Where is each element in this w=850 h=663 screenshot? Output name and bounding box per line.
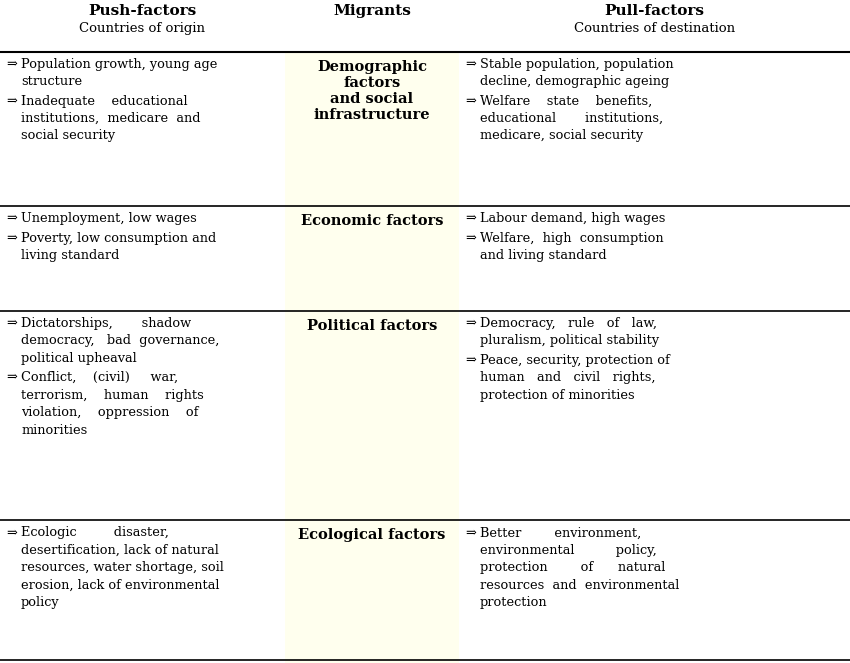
Bar xyxy=(285,660,459,663)
Text: Countries of destination: Countries of destination xyxy=(574,22,735,35)
Text: human   and   civil   rights,: human and civil rights, xyxy=(480,371,655,385)
Text: desertification, lack of natural: desertification, lack of natural xyxy=(21,544,218,557)
Text: ⇒: ⇒ xyxy=(6,371,17,385)
Text: Democracy,   rule   of   law,: Democracy, rule of law, xyxy=(480,317,657,330)
Text: protection of minorities: protection of minorities xyxy=(480,389,635,402)
Text: ⇒: ⇒ xyxy=(6,317,17,330)
Text: Poverty, low consumption and: Poverty, low consumption and xyxy=(21,231,216,245)
Text: Push-factors: Push-factors xyxy=(88,4,196,18)
Text: Conflict,    (civil)     war,: Conflict, (civil) war, xyxy=(21,371,178,385)
Text: ⇒: ⇒ xyxy=(465,58,476,71)
Text: ⇒: ⇒ xyxy=(6,231,17,245)
Text: ⇒: ⇒ xyxy=(6,58,17,71)
Text: political upheaval: political upheaval xyxy=(21,352,137,365)
Text: environmental          policy,: environmental policy, xyxy=(480,544,657,557)
Text: Better        environment,: Better environment, xyxy=(480,526,641,540)
Text: Pull-factors: Pull-factors xyxy=(604,4,705,18)
Text: erosion, lack of environmental: erosion, lack of environmental xyxy=(21,579,219,592)
Bar xyxy=(285,206,459,311)
Text: democracy,   bad  governance,: democracy, bad governance, xyxy=(21,334,219,347)
Bar xyxy=(285,311,459,520)
Text: ⇒: ⇒ xyxy=(6,95,17,107)
Text: Welfare    state    benefits,: Welfare state benefits, xyxy=(480,95,652,107)
Text: minorities: minorities xyxy=(21,424,88,436)
Text: Ecological factors: Ecological factors xyxy=(298,528,445,542)
Text: Economic factors: Economic factors xyxy=(301,214,443,228)
Text: ⇒: ⇒ xyxy=(6,526,17,540)
Text: ⇒: ⇒ xyxy=(465,212,476,225)
Text: ⇒: ⇒ xyxy=(6,212,17,225)
Text: Labour demand, high wages: Labour demand, high wages xyxy=(480,212,666,225)
Text: decline, demographic ageing: decline, demographic ageing xyxy=(480,75,669,88)
Text: and living standard: and living standard xyxy=(480,249,607,262)
Text: ⇒: ⇒ xyxy=(465,95,476,107)
Text: violation,    oppression    of: violation, oppression of xyxy=(21,406,198,419)
Text: Migrants: Migrants xyxy=(333,4,411,18)
Text: structure: structure xyxy=(21,75,82,88)
Text: medicare, social security: medicare, social security xyxy=(480,129,643,143)
Text: Welfare,  high  consumption: Welfare, high consumption xyxy=(480,231,664,245)
Text: resources  and  environmental: resources and environmental xyxy=(480,579,679,592)
Text: Inadequate    educational: Inadequate educational xyxy=(21,95,188,107)
Text: Unemployment, low wages: Unemployment, low wages xyxy=(21,212,196,225)
Text: ⇒: ⇒ xyxy=(465,317,476,330)
Text: terrorism,    human    rights: terrorism, human rights xyxy=(21,389,204,402)
Bar xyxy=(285,520,459,660)
Text: protection        of      natural: protection of natural xyxy=(480,562,666,574)
Text: social security: social security xyxy=(21,129,115,143)
Text: policy: policy xyxy=(21,596,60,609)
Text: ⇒: ⇒ xyxy=(465,231,476,245)
Text: Population growth, young age: Population growth, young age xyxy=(21,58,218,71)
Text: Dictatorships,       shadow: Dictatorships, shadow xyxy=(21,317,191,330)
Text: Political factors: Political factors xyxy=(307,319,437,333)
Text: Ecologic         disaster,: Ecologic disaster, xyxy=(21,526,169,540)
Text: ⇒: ⇒ xyxy=(465,354,476,367)
Text: resources, water shortage, soil: resources, water shortage, soil xyxy=(21,562,224,574)
Text: living standard: living standard xyxy=(21,249,119,262)
Text: protection: protection xyxy=(480,596,547,609)
Text: Stable population, population: Stable population, population xyxy=(480,58,673,71)
Text: ⇒: ⇒ xyxy=(465,526,476,540)
Text: Peace, security, protection of: Peace, security, protection of xyxy=(480,354,670,367)
Bar xyxy=(285,52,459,206)
Text: pluralism, political stability: pluralism, political stability xyxy=(480,334,659,347)
Text: Countries of origin: Countries of origin xyxy=(79,22,206,35)
Text: institutions,  medicare  and: institutions, medicare and xyxy=(21,112,201,125)
Text: educational       institutions,: educational institutions, xyxy=(480,112,663,125)
Text: Demographic
factors
and social
infrastructure: Demographic factors and social infrastru… xyxy=(314,60,430,122)
